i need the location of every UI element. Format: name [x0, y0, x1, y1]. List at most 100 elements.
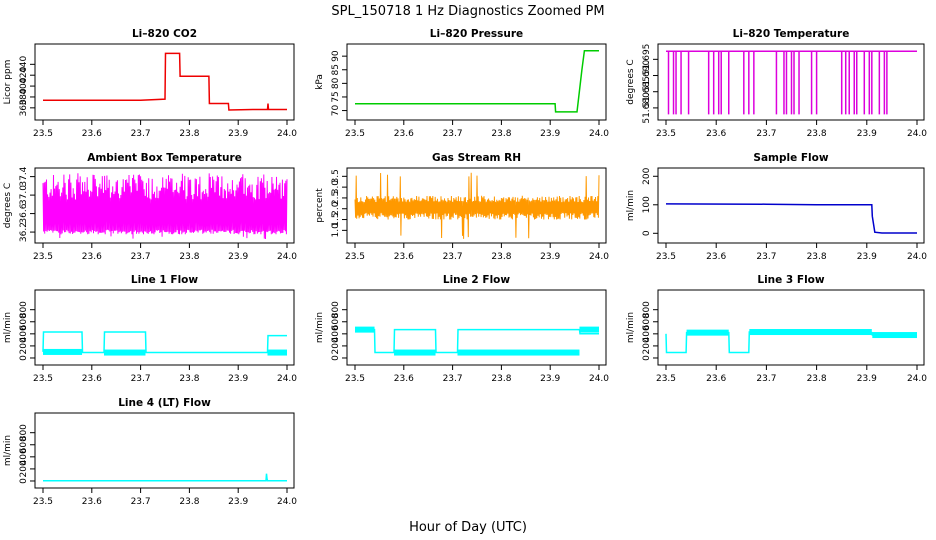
x-tick-label: 24.0	[589, 129, 609, 139]
x-tick-label: 23.8	[807, 374, 827, 384]
x-tick-label: 23.7	[756, 129, 776, 139]
series-band	[686, 329, 729, 336]
y-tick-label: 200	[19, 460, 29, 477]
figure-title: SPL_150718 1 Hz Diagnostics Zoomed PM	[331, 4, 604, 19]
y-axis-label: percent	[315, 188, 325, 223]
x-tick-label: 23.6	[706, 374, 726, 384]
panel-7: Line 1 Flow ml/min 23.5 23.6 23.7 23.8 23.9 24.…	[3, 274, 297, 384]
x-tick-label: 24.0	[907, 374, 927, 384]
y-tick-label: 51.695	[642, 44, 652, 75]
panel-title: Line 4 (LT) Flow	[118, 397, 211, 409]
x-tick-label: 23.9	[228, 252, 248, 262]
series-band	[355, 326, 375, 333]
plot-frame	[34, 289, 295, 366]
y-tick-label: 400	[19, 325, 29, 342]
y-tick-label: 3.5	[331, 169, 341, 183]
x-tick-label: 23.7	[131, 374, 151, 384]
x-tick-label: 23.8	[807, 252, 827, 262]
y-tick-label: 800	[19, 301, 29, 318]
series-line	[43, 52, 287, 111]
y-tick-label: 200	[642, 167, 652, 184]
plot-frame	[657, 289, 925, 366]
y-tick-label: 200	[642, 337, 652, 354]
y-tick-label: 90	[331, 50, 341, 62]
panel-6: Sample Flow ml/min 23.5 23.6 23.7 23.8 23.9 24.…	[626, 152, 927, 262]
y-tick-label: 400	[19, 77, 29, 94]
y-tick-label: 75	[331, 91, 341, 102]
x-tick-label: 23.5	[33, 374, 53, 384]
x-tick-label: 23.6	[394, 252, 414, 262]
panel-9: Line 3 Flow ml/min 23.5 23.6 23.7 23.8 23.9 24.…	[626, 274, 927, 384]
x-tick-label: 23.7	[756, 252, 776, 262]
x-tick-label: 23.7	[131, 497, 151, 507]
y-tick-label: 80	[331, 77, 341, 89]
y-tick-label: 37.0	[19, 185, 29, 205]
x-tick-label: 23.9	[540, 129, 560, 139]
series-band	[267, 349, 287, 356]
series-band	[43, 348, 83, 355]
y-tick-label: 600	[331, 313, 341, 330]
y-axis-label: kPa	[315, 74, 325, 90]
y-tick-label: 600	[19, 313, 29, 330]
x-tick-label: 23.6	[706, 252, 726, 262]
y-tick-label: 36.2	[19, 222, 29, 242]
y-tick-label: 0	[642, 355, 652, 361]
x-tick-label: 23.8	[491, 129, 511, 139]
y-tick-label: 0	[331, 355, 341, 361]
x-tick-label: 23.7	[131, 252, 151, 262]
y-tick-label: 0	[642, 230, 652, 236]
x-tick-label: 23.9	[228, 129, 248, 139]
y-axis-label: ml/min	[3, 312, 13, 343]
x-tick-label: 23.9	[540, 374, 560, 384]
x-tick-label: 23.6	[82, 497, 102, 507]
y-tick-label: 200	[331, 337, 341, 354]
series-line	[43, 473, 287, 482]
series-line	[665, 203, 917, 234]
series-line	[42, 331, 287, 354]
y-axis-label: Licor ppm	[3, 60, 13, 105]
panel-1: Li–820 CO2 Licor ppm 23.5 23.6 23.7 23.8 23.9 2…	[3, 28, 297, 139]
panel-title: Ambient Box Temperature	[87, 152, 242, 164]
x-tick-label: 24.0	[277, 497, 297, 507]
x-tick-label: 23.8	[491, 252, 511, 262]
x-tick-label: 23.9	[228, 497, 248, 507]
y-tick-label: 51.685	[642, 76, 652, 108]
y-tick-label: 600	[19, 436, 29, 453]
y-axis-label: degrees C	[626, 59, 636, 104]
x-tick-label: 23.5	[656, 374, 676, 384]
plot-frame	[34, 412, 295, 489]
series-line	[665, 331, 918, 354]
x-tick-label: 23.7	[443, 252, 463, 262]
x-tick-label: 23.5	[656, 129, 676, 139]
x-tick-label: 23.8	[179, 497, 199, 507]
x-tick-label: 23.5	[33, 252, 53, 262]
y-tick-label: 400	[331, 325, 341, 342]
panel-title: Line 2 Flow	[443, 274, 510, 286]
series-band	[104, 349, 146, 356]
x-tick-label: 24.0	[277, 374, 297, 384]
panel-3: Li–820 Temperature degrees C 23.5 23.6 23.7 2…	[626, 28, 927, 139]
panel-8: Line 2 Flow ml/min 23.5 23.6 23.7 23.8 23.9 24.…	[315, 274, 609, 384]
x-tick-label: 23.7	[443, 374, 463, 384]
x-tick-label: 24.0	[589, 374, 609, 384]
panel-title: Gas Stream RH	[432, 152, 521, 164]
y-tick-label: 100	[642, 196, 652, 213]
plot-frame	[657, 167, 925, 244]
x-tick-label: 23.5	[345, 129, 365, 139]
x-tick-label: 23.9	[857, 129, 877, 139]
x-tick-label: 23.7	[443, 129, 463, 139]
y-tick-label: 70	[331, 105, 341, 117]
x-tick-label: 23.5	[33, 129, 53, 139]
x-tick-label: 23.9	[540, 252, 560, 262]
series-band	[457, 349, 580, 356]
series-band	[579, 326, 599, 333]
x-tick-label: 23.5	[33, 497, 53, 507]
y-tick-label: 800	[331, 301, 341, 318]
panel-4: Ambient Box Temperature degrees C 23.5 23.6…	[3, 152, 297, 262]
x-tick-label: 23.6	[82, 129, 102, 139]
x-tick-label: 23.9	[228, 374, 248, 384]
x-tick-label: 24.0	[907, 129, 927, 139]
y-tick-label: 400	[642, 325, 652, 342]
x-tick-label: 23.6	[394, 129, 414, 139]
series-band	[872, 332, 917, 339]
